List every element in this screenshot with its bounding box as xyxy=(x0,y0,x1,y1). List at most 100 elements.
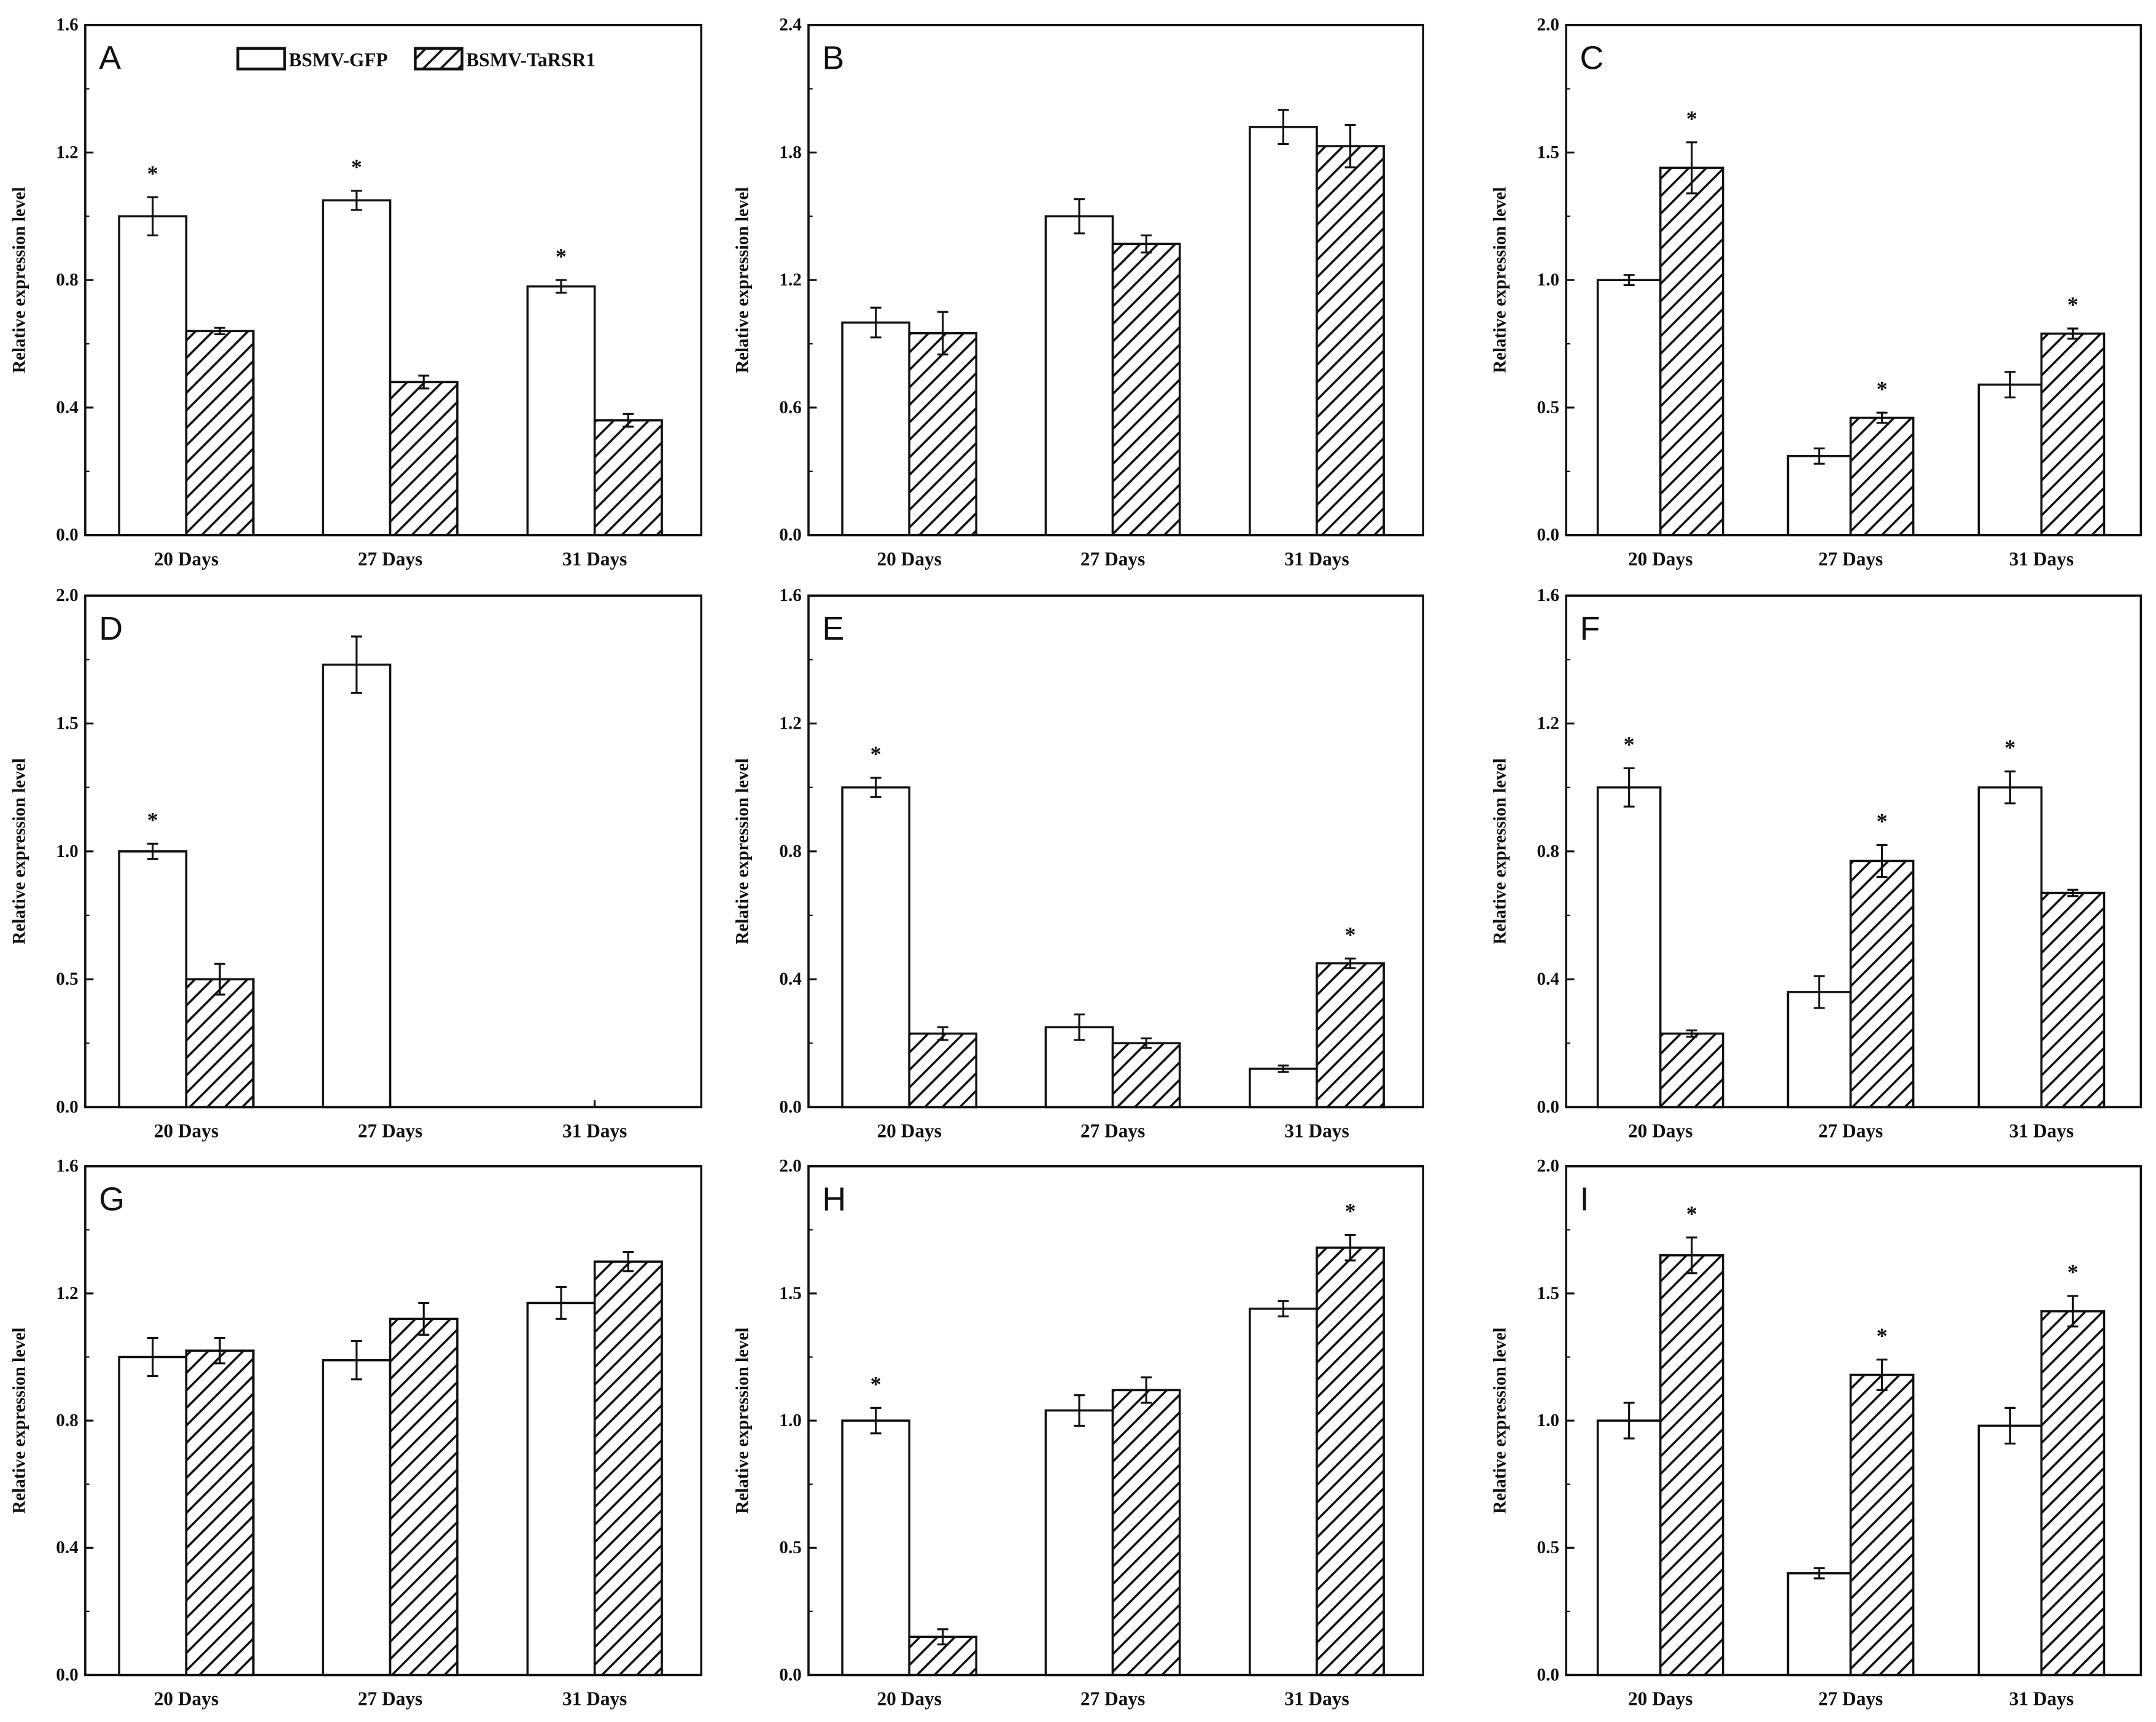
y-axis-label: Relative expression level xyxy=(1491,758,1510,944)
y-tick-label: 0.0 xyxy=(1537,1097,1559,1117)
y-tick-label: 0.4 xyxy=(56,1538,79,1557)
y-tick-label: 1.6 xyxy=(56,15,78,35)
y-tick-label: 1.5 xyxy=(779,1284,801,1303)
bar-bsmv-gfp xyxy=(1596,279,1662,537)
x-tick-label: 31 Days xyxy=(1284,1688,1349,1710)
bar-bsmv-gfp xyxy=(1786,455,1852,537)
chart-panel-b: 0.0 0.6 1.2 1.8 2.4 Relative expression level… xyxy=(732,15,1424,570)
legend-swatch-bsmv-gfp xyxy=(236,47,286,71)
y-tick-label: 2.0 xyxy=(56,586,78,605)
x-tick-label: 20 Days xyxy=(154,1688,219,1710)
chart-panel-f: 0.0 0.4 0.8 1.2 1.6 Relative expression level… xyxy=(1491,586,2142,1142)
y-tick-label: 2.0 xyxy=(779,1157,801,1176)
y-axis-label: Relative expression level xyxy=(1491,187,1510,373)
significance-star: * xyxy=(1624,732,1635,757)
y-tick-label: 1.8 xyxy=(779,142,801,162)
bar-bsmv-tarsr1 xyxy=(908,332,978,537)
y-tick-label: 1.2 xyxy=(56,142,78,162)
x-tick-label: 20 Days xyxy=(877,1688,942,1710)
y-tick-label: 1.0 xyxy=(1537,270,1559,290)
bar-bsmv-tarsr1 xyxy=(2040,1310,2106,1677)
bar-bsmv-gfp xyxy=(118,1355,188,1677)
panel-letter: I xyxy=(1580,1181,1589,1217)
y-axis-label: Relative expression level xyxy=(732,758,752,944)
x-tick-label: 27 Days xyxy=(1080,1120,1145,1142)
y-axis-label: Relative expression level xyxy=(9,187,29,373)
y-tick-label: 0.0 xyxy=(779,526,801,545)
bar-bsmv-tarsr1 xyxy=(1316,145,1385,537)
bar-bsmv-tarsr1 xyxy=(1659,1254,1724,1677)
chart-panel-i: 0.0 0.5 1.0 1.5 2.0 Relative expression level… xyxy=(1491,1157,2142,1710)
panel-letter: C xyxy=(1580,39,1604,76)
x-tick-label: 27 Days xyxy=(1818,1120,1883,1142)
bar-bsmv-tarsr1 xyxy=(593,419,663,537)
y-tick-label: 0.0 xyxy=(1537,526,1559,545)
x-tick-label: 31 Days xyxy=(1284,548,1349,570)
x-tick-label: 31 Days xyxy=(562,548,627,570)
y-tick-label: 1.2 xyxy=(1537,713,1559,733)
bar-bsmv-tarsr1 xyxy=(1849,1373,1915,1677)
bar-bsmv-gfp xyxy=(1596,786,1662,1109)
significance-star: * xyxy=(1877,1324,1888,1348)
bar-bsmv-tarsr1 xyxy=(1659,166,1724,537)
bar-bsmv-gfp xyxy=(118,850,188,1109)
significance-star: * xyxy=(2067,1260,2078,1284)
bar-bsmv-gfp xyxy=(1044,1409,1114,1677)
bar-bsmv-tarsr1 xyxy=(593,1260,663,1677)
bar-bsmv-tarsr1 xyxy=(1111,1042,1181,1109)
legend: BSMV-GFP BSMV-TaRSR1 xyxy=(236,47,595,71)
y-tick-label: 1.6 xyxy=(779,586,801,605)
y-tick-label: 1.0 xyxy=(779,1411,801,1430)
bar-bsmv-gfp xyxy=(841,1419,910,1677)
panel-letter: F xyxy=(1580,610,1600,647)
x-tick-label: 27 Days xyxy=(1818,1688,1883,1710)
chart-panel-d: 0.0 0.5 1.0 1.5 2.0 Relative expression level… xyxy=(9,586,703,1142)
panel-letter: G xyxy=(99,1181,125,1217)
bar-bsmv-gfp xyxy=(1044,215,1114,537)
x-tick-label: 20 Days xyxy=(1628,1120,1693,1142)
y-tick-label: 0.4 xyxy=(56,398,79,417)
y-axis-label: Relative expression level xyxy=(9,758,29,944)
x-tick-label: 31 Days xyxy=(2009,548,2074,570)
bar-bsmv-gfp xyxy=(322,199,392,537)
bar-bsmv-gfp xyxy=(1977,1424,2043,1677)
bar-bsmv-gfp xyxy=(322,663,392,1109)
y-tick-label: 0.8 xyxy=(779,842,801,861)
y-tick-label: 0.0 xyxy=(56,1097,78,1117)
y-tick-label: 1.0 xyxy=(56,842,78,861)
significance-star: * xyxy=(147,807,158,832)
x-tick-label: 31 Days xyxy=(2009,1688,2074,1710)
significance-star: * xyxy=(147,161,158,185)
x-tick-label: 20 Days xyxy=(877,548,942,570)
bar-bsmv-gfp xyxy=(1596,1419,1662,1677)
significance-star: * xyxy=(2067,292,2078,317)
y-tick-label: 1.0 xyxy=(1537,1411,1559,1430)
x-tick-label: 27 Days xyxy=(1080,1688,1145,1710)
significance-star: * xyxy=(556,244,567,268)
y-tick-label: 0.0 xyxy=(1537,1665,1559,1685)
x-tick-label: 31 Days xyxy=(1284,1120,1349,1142)
bar-bsmv-gfp xyxy=(841,786,910,1109)
bar-bsmv-tarsr1 xyxy=(1111,242,1181,537)
y-tick-label: 1.6 xyxy=(1537,586,1559,605)
panel-letter: D xyxy=(99,610,123,647)
bar-bsmv-gfp xyxy=(526,285,596,537)
x-tick-label: 20 Days xyxy=(1628,1688,1693,1710)
y-tick-label: 2.0 xyxy=(1537,1157,1559,1176)
panel-letter: H xyxy=(822,1181,846,1217)
x-tick-label: 31 Days xyxy=(2009,1120,2074,1142)
y-tick-label: 0.0 xyxy=(779,1665,801,1685)
y-tick-label: 0.8 xyxy=(1537,842,1559,861)
y-tick-label: 0.5 xyxy=(1537,1538,1559,1557)
y-tick-label: 0.4 xyxy=(779,969,802,989)
bar-bsmv-gfp xyxy=(1249,1068,1318,1109)
bar-bsmv-tarsr1 xyxy=(2040,891,2106,1109)
x-tick-label: 31 Days xyxy=(562,1688,627,1710)
significance-star: * xyxy=(1877,809,1888,834)
x-tick-label: 27 Days xyxy=(1080,548,1145,570)
y-tick-label: 1.5 xyxy=(56,713,78,733)
y-tick-label: 0.0 xyxy=(56,526,78,545)
bar-bsmv-tarsr1 xyxy=(1849,416,1915,537)
y-tick-label: 0.6 xyxy=(779,398,801,417)
legend-label-bsmv-tarsr1: BSMV-TaRSR1 xyxy=(466,49,595,71)
